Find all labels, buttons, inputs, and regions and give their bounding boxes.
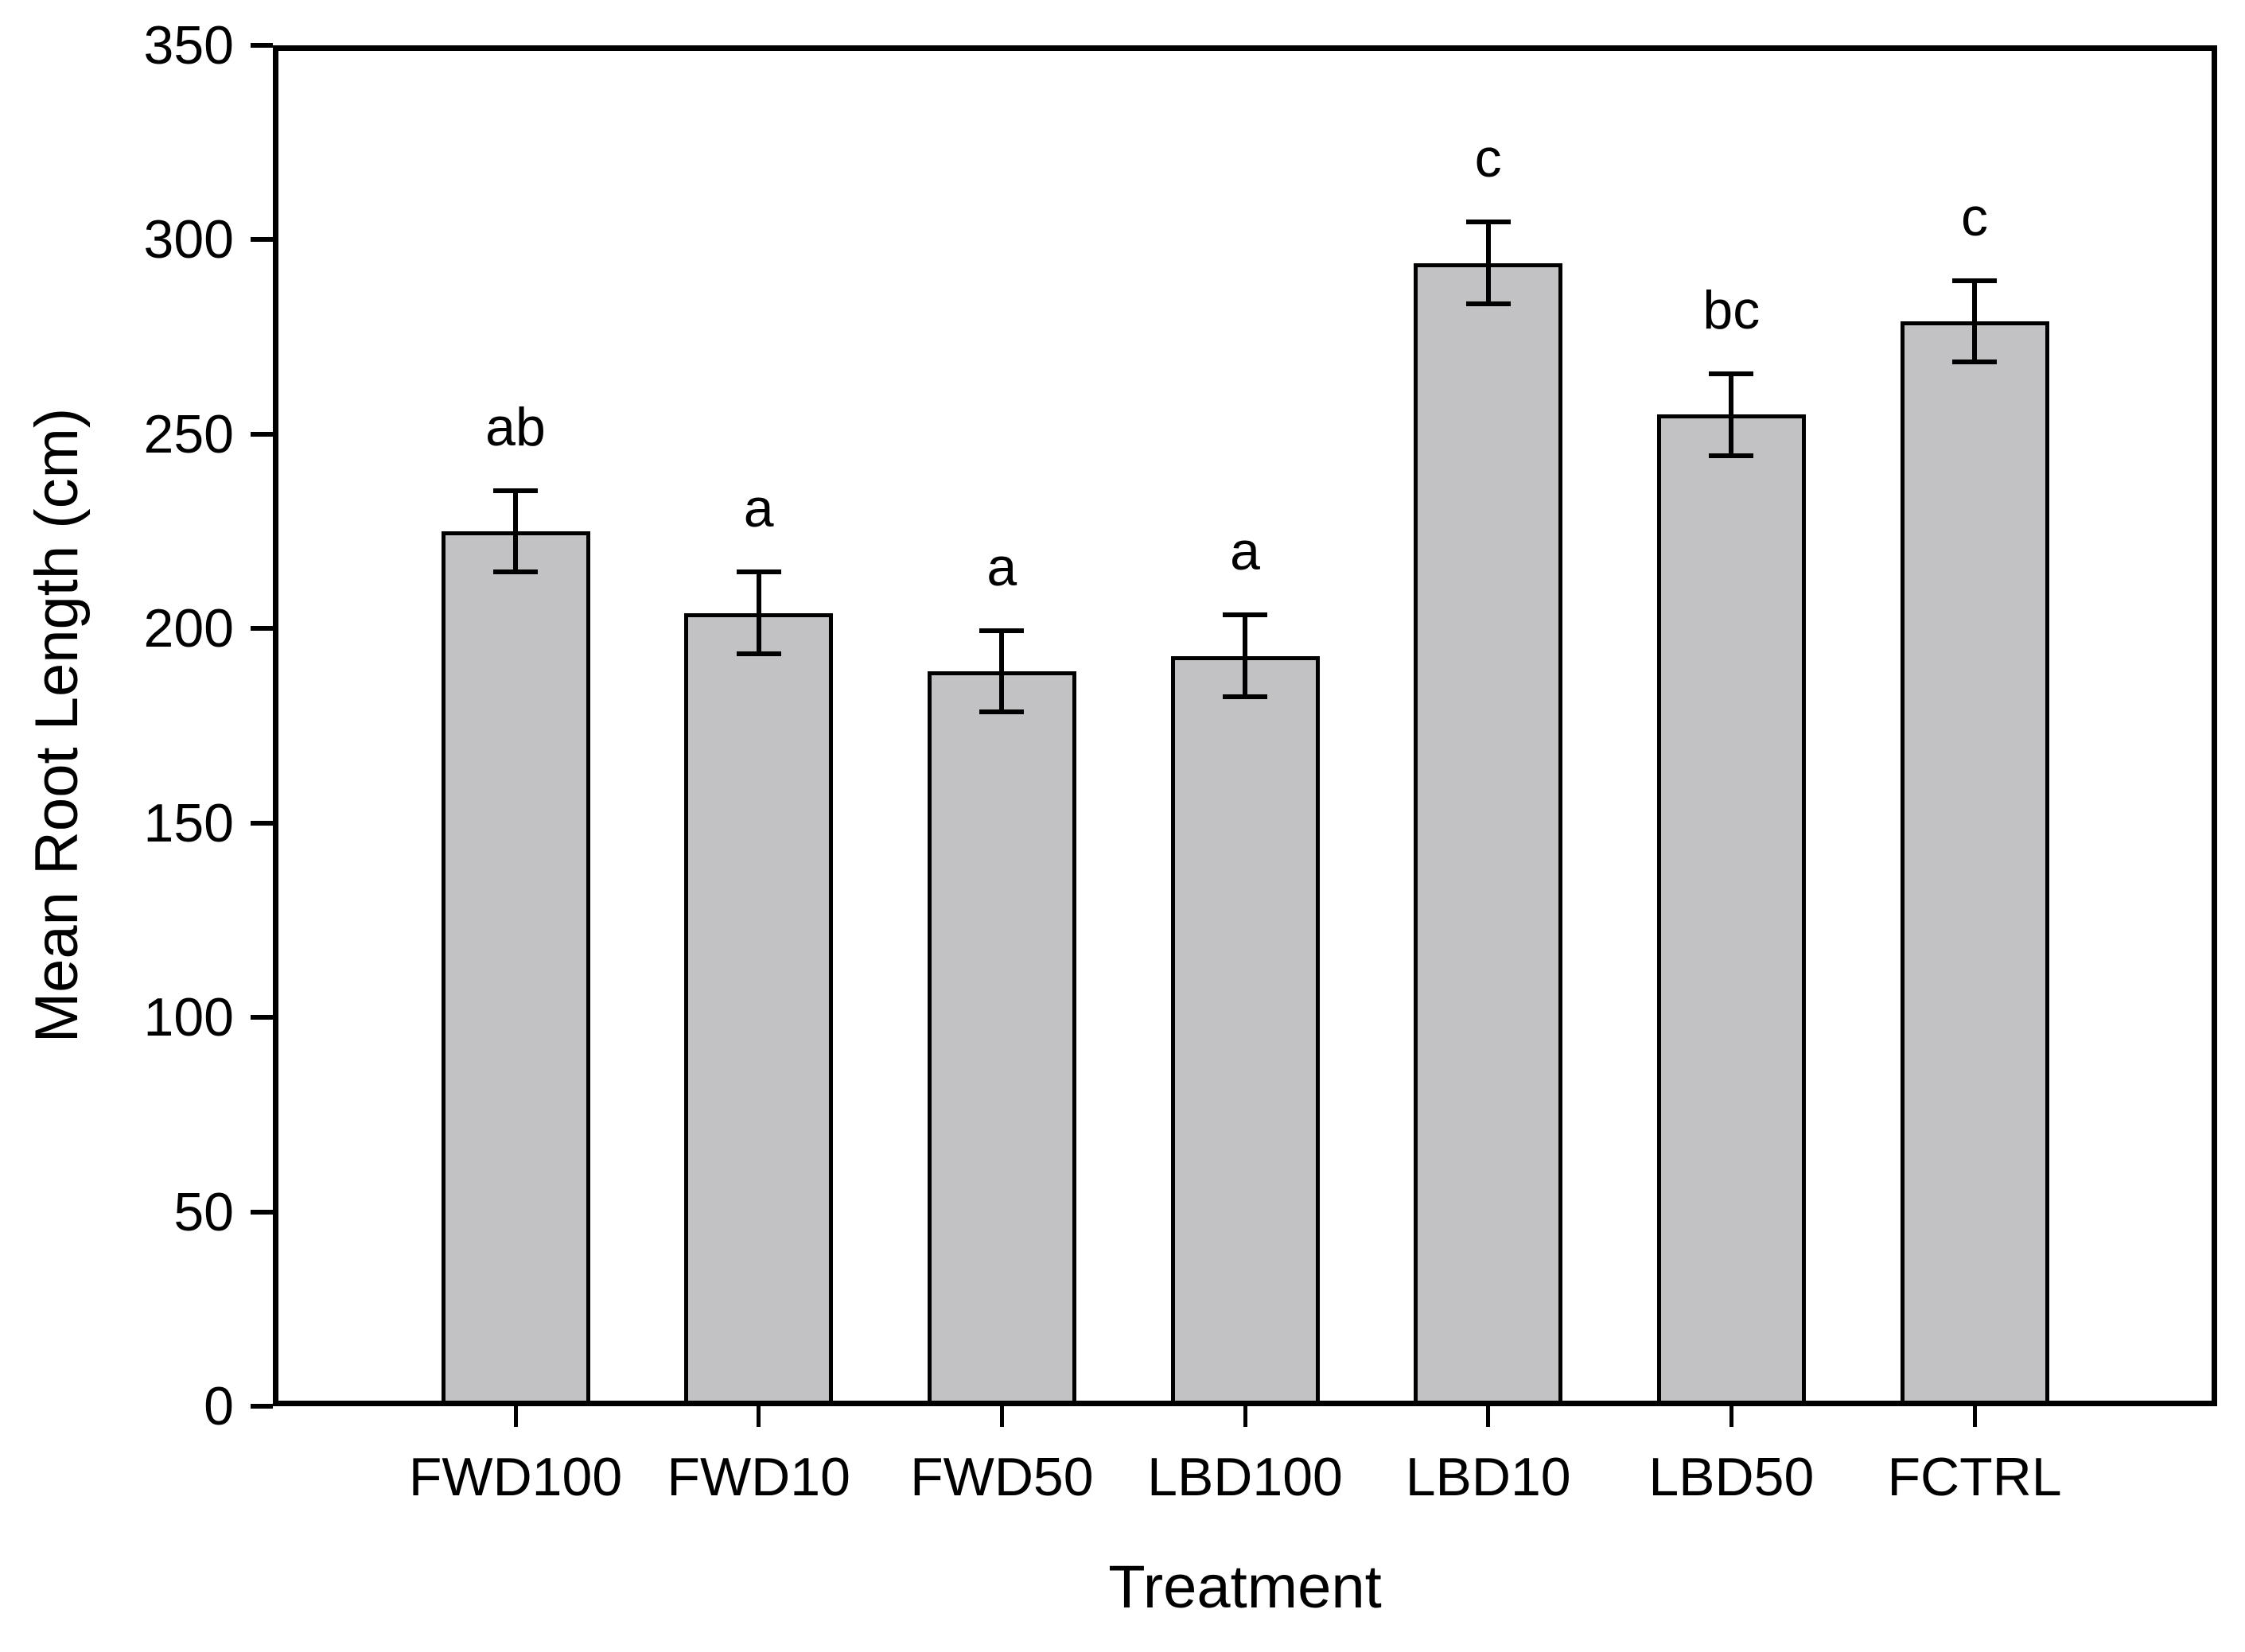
error-bar-fctrl (1972, 280, 1977, 363)
error-cap-bottom-lbd10 (1465, 301, 1511, 307)
y-axis-tick-0 (251, 1404, 273, 1409)
x-tick-label-lbd50: LBD50 (1648, 1447, 1815, 1507)
x-tick-label-fwd10: FWD10 (667, 1447, 850, 1507)
bar-lbd50 (1656, 414, 1806, 1401)
error-cap-top-lbd50 (1709, 371, 1754, 377)
sig-letter-lbd10: c (1474, 128, 1502, 189)
error-bar-fwd10 (756, 572, 761, 655)
bar-lbd10 (1414, 262, 1563, 1401)
error-cap-bottom-fwd10 (736, 651, 781, 657)
x-axis-tick-fctrl (1972, 1406, 1977, 1427)
x-axis-tick-fwd10 (757, 1406, 761, 1427)
sig-letter-lbd50: bc (1702, 280, 1761, 341)
bar-fctrl (1900, 321, 2049, 1401)
error-cap-bottom-fwd50 (979, 709, 1025, 715)
error-cap-bottom-fctrl (1952, 360, 1997, 365)
sig-letter-fwd10: a (743, 478, 774, 539)
bar-fwd10 (684, 612, 834, 1401)
error-cap-top-fwd50 (979, 628, 1025, 633)
y-tick-label-150: 150 (143, 792, 234, 853)
y-tick-label-100: 100 (143, 987, 234, 1048)
y-axis-tick-350 (251, 43, 273, 48)
error-cap-top-fwd100 (493, 488, 538, 493)
error-cap-top-fctrl (1952, 278, 1997, 283)
x-axis-tick-fwd100 (513, 1406, 518, 1427)
y-axis-tick-300 (251, 237, 273, 243)
x-axis-tick-lbd50 (1729, 1406, 1733, 1427)
error-cap-bottom-lbd50 (1709, 453, 1754, 458)
error-cap-bottom-fwd100 (493, 569, 538, 575)
x-axis-title: Treatment (1108, 1553, 1382, 1621)
y-tick-label-0: 0 (204, 1376, 234, 1436)
bar-lbd100 (1170, 655, 1320, 1401)
x-tick-label-lbd100: LBD100 (1147, 1447, 1343, 1507)
y-axis-tick-100 (251, 1015, 273, 1020)
x-axis-tick-fwd50 (999, 1406, 1004, 1427)
y-axis-tick-50 (251, 1209, 273, 1215)
x-tick-label-fwd100: FWD100 (408, 1447, 623, 1507)
sig-letter-fwd100: ab (485, 396, 546, 457)
y-tick-label-350: 350 (143, 15, 234, 76)
x-tick-label-fwd50: FWD50 (910, 1447, 1094, 1507)
bar-fwd50 (927, 671, 1076, 1401)
error-cap-top-fwd10 (736, 569, 781, 575)
x-tick-label-lbd10: LBD10 (1405, 1447, 1571, 1507)
y-tick-label-300: 300 (143, 209, 234, 270)
x-axis-tick-lbd10 (1486, 1406, 1491, 1427)
bar-fwd100 (441, 531, 590, 1401)
sig-letter-fwd50: a (986, 536, 1017, 597)
error-bar-fwd50 (999, 630, 1005, 713)
error-cap-top-lbd10 (1465, 220, 1511, 225)
error-bar-fwd100 (513, 490, 518, 573)
y-tick-label-200: 200 (143, 598, 234, 659)
sig-letter-fctrl: c (1961, 186, 1988, 247)
y-tick-label-250: 250 (143, 403, 234, 465)
error-bar-lbd50 (1729, 374, 1734, 456)
error-bar-lbd10 (1485, 222, 1491, 305)
y-tick-label-50: 50 (173, 1181, 234, 1242)
y-axis-tick-200 (251, 626, 273, 632)
sig-letter-lbd100: a (1230, 521, 1260, 582)
error-bar-lbd100 (1243, 615, 1247, 697)
y-axis-tick-250 (251, 431, 273, 437)
x-axis-tick-lbd100 (1243, 1406, 1247, 1427)
y-axis-tick-150 (251, 820, 273, 826)
error-cap-bottom-lbd100 (1223, 694, 1267, 699)
y-axis-title: Mean Root Length (cm) (23, 407, 91, 1044)
error-cap-top-lbd100 (1223, 612, 1267, 618)
x-tick-label-fctrl: FCTRL (1887, 1447, 2062, 1507)
